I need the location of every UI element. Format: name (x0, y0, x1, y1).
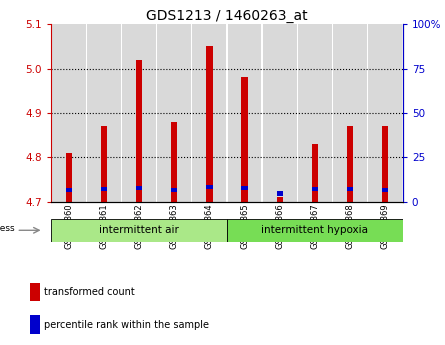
Bar (51, 219, 227, 242)
Bar (228, 24, 261, 202)
Bar (65, 153, 72, 202)
Bar (276, 191, 283, 196)
Bar (52, 24, 85, 202)
Bar (206, 185, 213, 189)
Bar (30, 315, 40, 334)
Bar (193, 24, 226, 202)
Bar (65, 188, 72, 192)
Bar (241, 77, 248, 202)
Bar (241, 186, 248, 190)
Bar (382, 126, 388, 202)
Bar (227, 219, 403, 242)
Text: intermittent air: intermittent air (99, 225, 179, 235)
Bar (136, 60, 142, 202)
Text: stress: stress (0, 225, 15, 234)
Bar (368, 24, 402, 202)
Bar (171, 122, 178, 202)
Text: percentile rank within the sample: percentile rank within the sample (44, 319, 209, 329)
Bar (312, 187, 318, 191)
Bar (347, 126, 353, 202)
Text: transformed count: transformed count (44, 287, 135, 297)
Bar (347, 187, 353, 191)
Bar (382, 188, 388, 192)
Title: GDS1213 / 1460263_at: GDS1213 / 1460263_at (146, 9, 308, 23)
Bar (158, 24, 191, 202)
Bar (276, 197, 283, 202)
Bar (171, 188, 178, 192)
Bar (136, 186, 142, 190)
Bar (206, 46, 213, 202)
Bar (333, 24, 367, 202)
Bar (263, 24, 296, 202)
Bar (122, 24, 156, 202)
Bar (30, 283, 40, 301)
Bar (87, 24, 121, 202)
Text: intermittent hypoxia: intermittent hypoxia (261, 225, 368, 235)
Bar (312, 144, 318, 202)
Bar (298, 24, 332, 202)
Bar (101, 126, 107, 202)
Bar (101, 187, 107, 191)
